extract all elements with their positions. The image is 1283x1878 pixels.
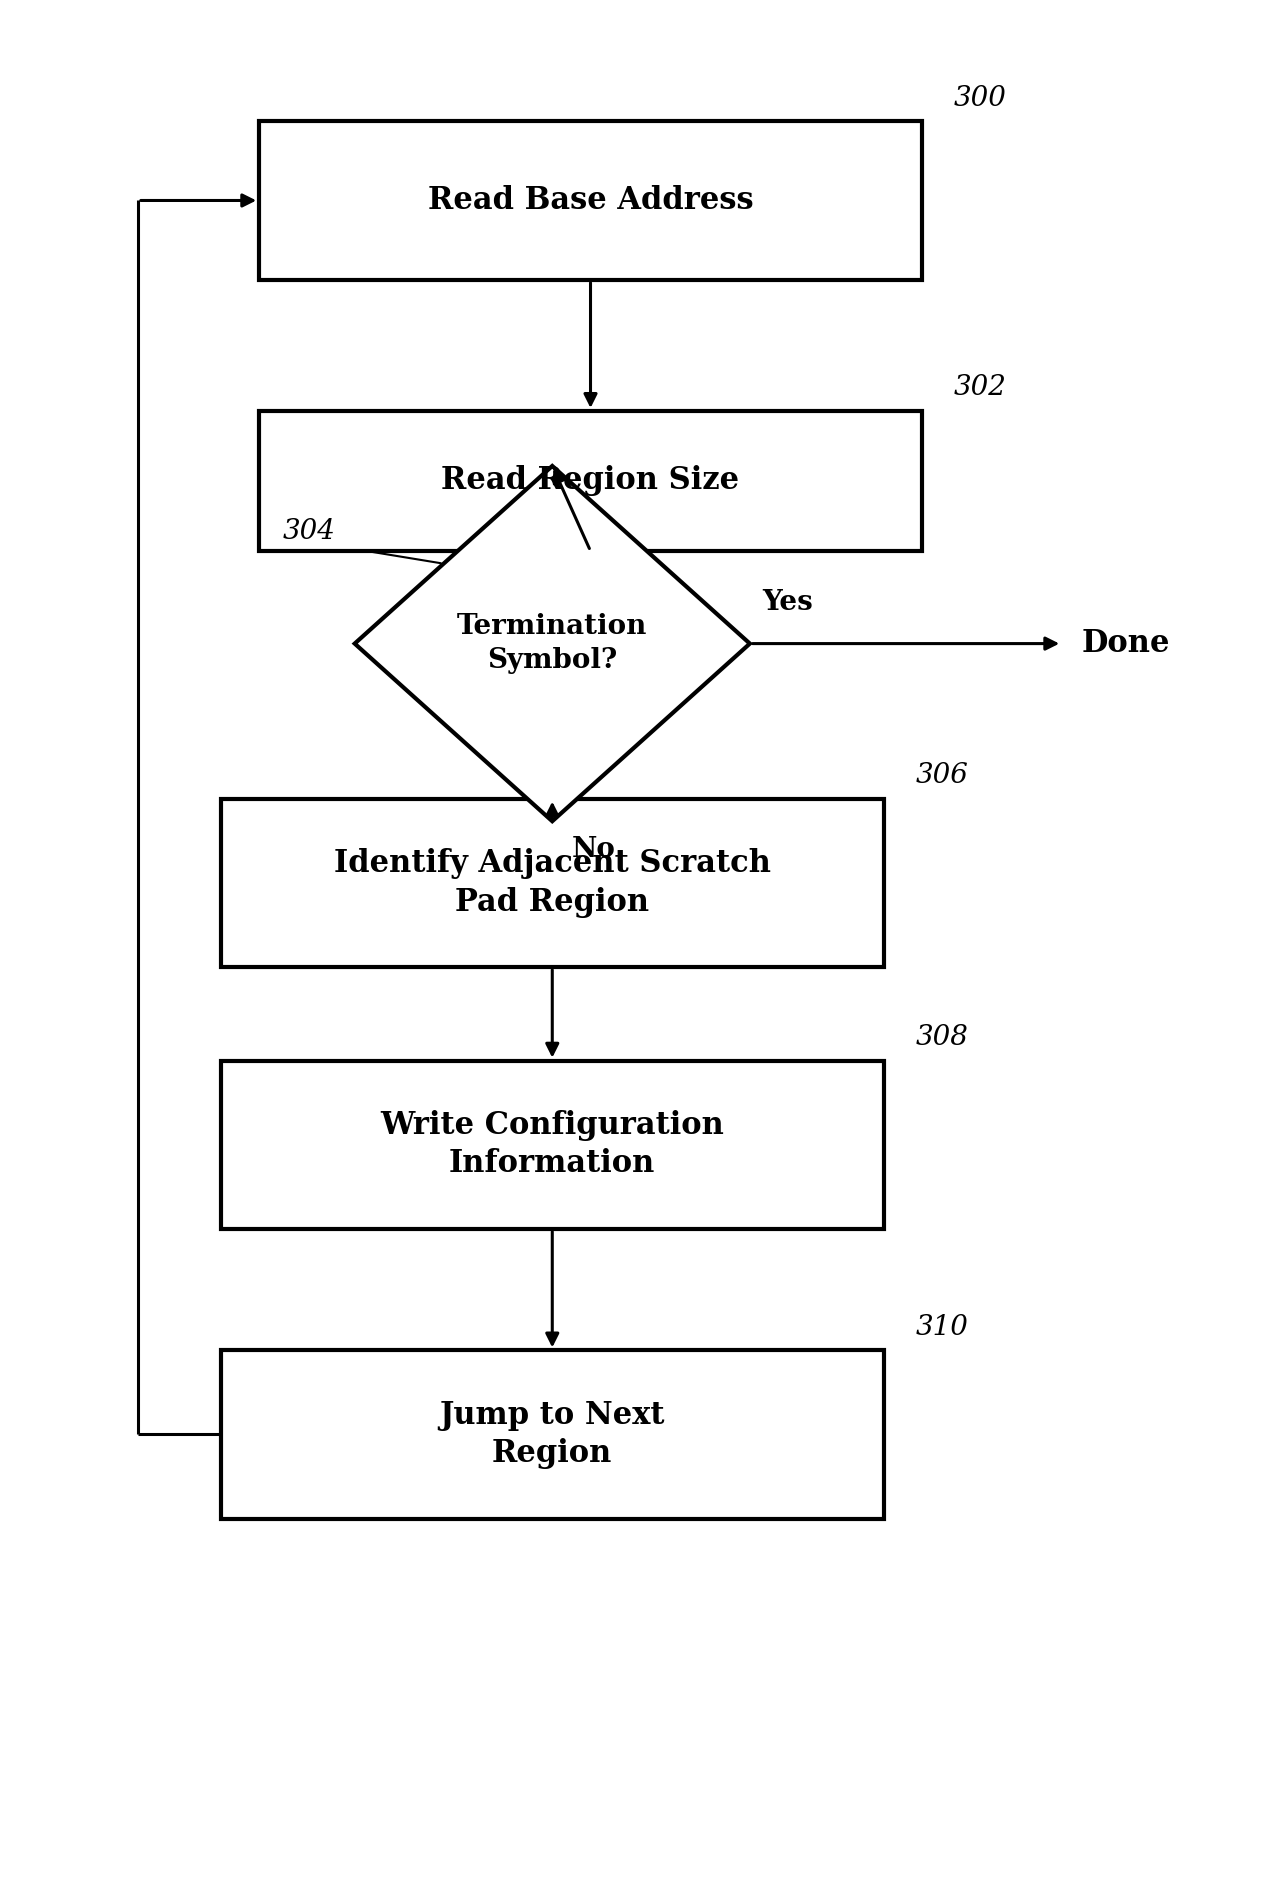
- Text: Read Region Size: Read Region Size: [441, 466, 739, 496]
- Text: Done: Done: [1082, 627, 1170, 659]
- Text: Jump to Next
Region: Jump to Next Region: [440, 1399, 665, 1469]
- Text: 308: 308: [916, 1024, 969, 1052]
- Polygon shape: [354, 466, 749, 821]
- FancyBboxPatch shape: [221, 798, 884, 967]
- Text: 302: 302: [953, 374, 1007, 402]
- FancyBboxPatch shape: [259, 120, 922, 280]
- Text: 310: 310: [916, 1315, 969, 1341]
- Text: Write Configuration
Information: Write Configuration Information: [380, 1110, 724, 1179]
- Text: No: No: [571, 836, 616, 864]
- Text: Termination
Symbol?: Termination Symbol?: [457, 614, 648, 674]
- FancyBboxPatch shape: [221, 1350, 884, 1519]
- FancyBboxPatch shape: [259, 411, 922, 550]
- Text: Read Base Address: Read Base Address: [427, 184, 753, 216]
- Text: Identify Adjacent Scratch
Pad Region: Identify Adjacent Scratch Pad Region: [334, 849, 771, 918]
- Text: 306: 306: [916, 762, 969, 789]
- Text: 300: 300: [953, 85, 1007, 111]
- Text: 304: 304: [282, 518, 336, 545]
- Text: Yes: Yes: [762, 588, 813, 616]
- FancyBboxPatch shape: [221, 1061, 884, 1228]
